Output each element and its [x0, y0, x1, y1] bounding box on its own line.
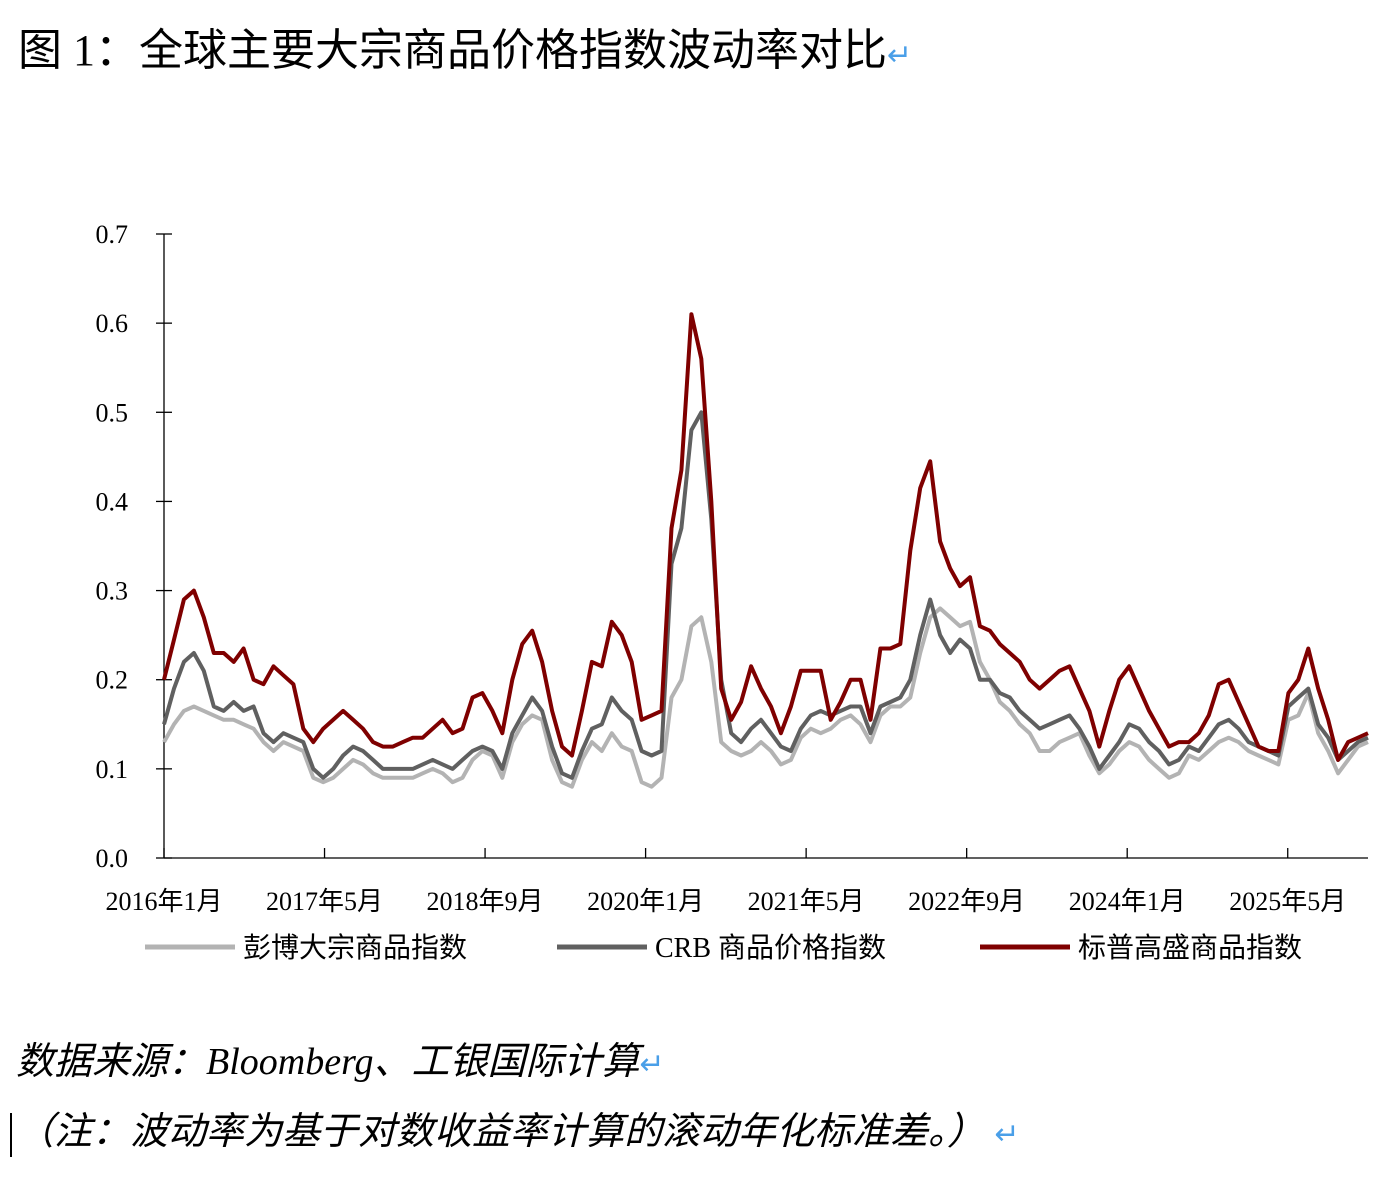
- y-tick-label: 0.5: [96, 398, 129, 427]
- return-mark-icon: ↵: [639, 1047, 665, 1082]
- legend-label-2: 标普高盛商品指数: [1078, 932, 1302, 964]
- legend-label-1: CRB 商品价格指数: [655, 932, 886, 964]
- x-tick-label: 2021年5月: [748, 887, 865, 916]
- y-tick-label: 0.7: [96, 220, 129, 249]
- y-tick-label: 0.3: [96, 577, 129, 606]
- footnote: （注：波动率为基于对数收益率计算的滚动年化标准差。） ↵: [10, 1100, 1020, 1158]
- y-tick-label: 0.4: [96, 487, 129, 516]
- y-tick-label: 0.0: [96, 844, 129, 873]
- figure-title-text: 图 1：全球主要大宗商品价格指数波动率对比: [18, 26, 887, 75]
- x-tick-label: 2025年5月: [1229, 887, 1346, 916]
- return-mark-icon: ↵: [994, 1117, 1020, 1152]
- axes: 0.0 0.1 0.2 0.3 0.4 0.5 0.6 0.7 2016年1月 2017年5月 20…: [96, 220, 1368, 916]
- series-line-0: [162, 606, 1369, 789]
- y-tick-label: 0.2: [96, 666, 129, 695]
- x-tick-label: 2016年1月: [105, 887, 222, 916]
- data-source: 数据来源：Bloomberg、工银国际计算↵: [16, 1030, 665, 1085]
- series-line-2: [162, 312, 1369, 762]
- x-tick-label: 2017年5月: [266, 887, 383, 916]
- x-tick-label: 2020年1月: [587, 887, 704, 916]
- y-tick-label: 0.1: [96, 755, 129, 784]
- series-lines: [162, 312, 1369, 789]
- legend-label-0: 彭博大宗商品指数: [243, 932, 467, 964]
- x-tick-label: 2022年9月: [908, 887, 1025, 916]
- figure-title: 图 1：全球主要大宗商品价格指数波动率对比↵: [18, 14, 912, 78]
- footnote-text: （注：波动率为基于对数收益率计算的滚动年化标准差。）: [16, 1111, 986, 1153]
- x-tick-label: 2018年9月: [427, 887, 544, 916]
- data-source-text: 数据来源：Bloomberg、工银国际计算: [16, 1041, 640, 1083]
- return-mark-icon: ↵: [887, 38, 913, 73]
- series-line-1: [162, 410, 1369, 780]
- x-tick-label: 2024年1月: [1069, 887, 1186, 916]
- text-cursor: [10, 1113, 12, 1158]
- y-tick-label: 0.6: [96, 309, 129, 338]
- legend: 彭博大宗商品指数 CRB 商品价格指数 标普高盛商品指数: [145, 932, 1302, 964]
